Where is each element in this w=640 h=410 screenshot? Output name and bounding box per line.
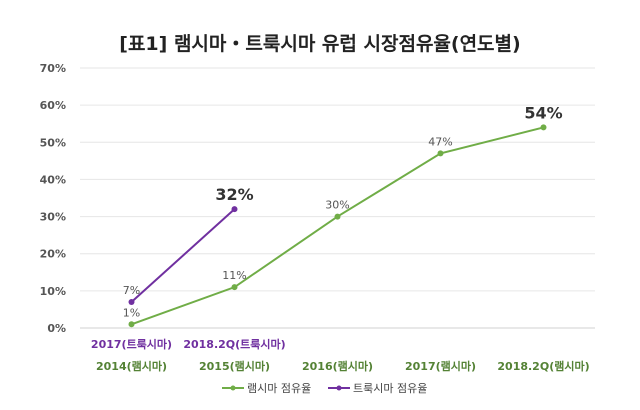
data-label: 1% — [123, 306, 140, 319]
y-tick-label: 40% — [40, 173, 66, 186]
data-label: 11% — [222, 269, 246, 282]
data-label: 54% — [524, 103, 562, 122]
data-point — [128, 299, 135, 305]
x-tick-label: 2016(램시마) — [302, 359, 373, 373]
x-secondary-tick-label: 2018.2Q(트룩시마) — [183, 337, 285, 351]
x-tick-label: 2017(램시마) — [405, 359, 476, 373]
data-point — [334, 213, 341, 220]
legend-label: 트룩시마 점유율 — [353, 382, 427, 395]
x-tick-label: 2018.2Q(램시마) — [497, 359, 589, 373]
y-tick-label: 30% — [40, 211, 66, 224]
data-label: 47% — [428, 135, 452, 148]
chart-title: [표1] 램시마・트룩시마 유럽 시장점유율(연도별) — [119, 33, 520, 55]
data-point — [231, 284, 238, 291]
data-label: 7% — [123, 284, 140, 297]
data-point — [231, 206, 238, 213]
x-tick-label: 2014(램시마) — [96, 359, 167, 373]
data-point — [437, 150, 444, 157]
legend-label: 램시마 점유율 — [247, 382, 311, 395]
data-point — [128, 321, 135, 328]
series-line-0 — [131, 126, 544, 326]
y-tick-label: 10% — [40, 285, 66, 298]
legend-marker — [230, 385, 236, 391]
x-tick-label: 2015(램시마) — [199, 359, 270, 373]
y-tick-label: 60% — [40, 99, 66, 112]
legend-marker — [336, 385, 342, 391]
y-tick-label: 70% — [40, 62, 66, 75]
data-point — [540, 124, 547, 131]
data-label: 30% — [325, 199, 349, 212]
x-secondary-tick-label: 2017(트룩시마) — [91, 337, 172, 351]
data-label: 32% — [215, 185, 253, 204]
y-tick-label: 0% — [47, 322, 66, 335]
y-tick-label: 20% — [40, 248, 66, 261]
series-line-1 — [130, 208, 236, 303]
y-tick-label: 50% — [40, 136, 66, 149]
